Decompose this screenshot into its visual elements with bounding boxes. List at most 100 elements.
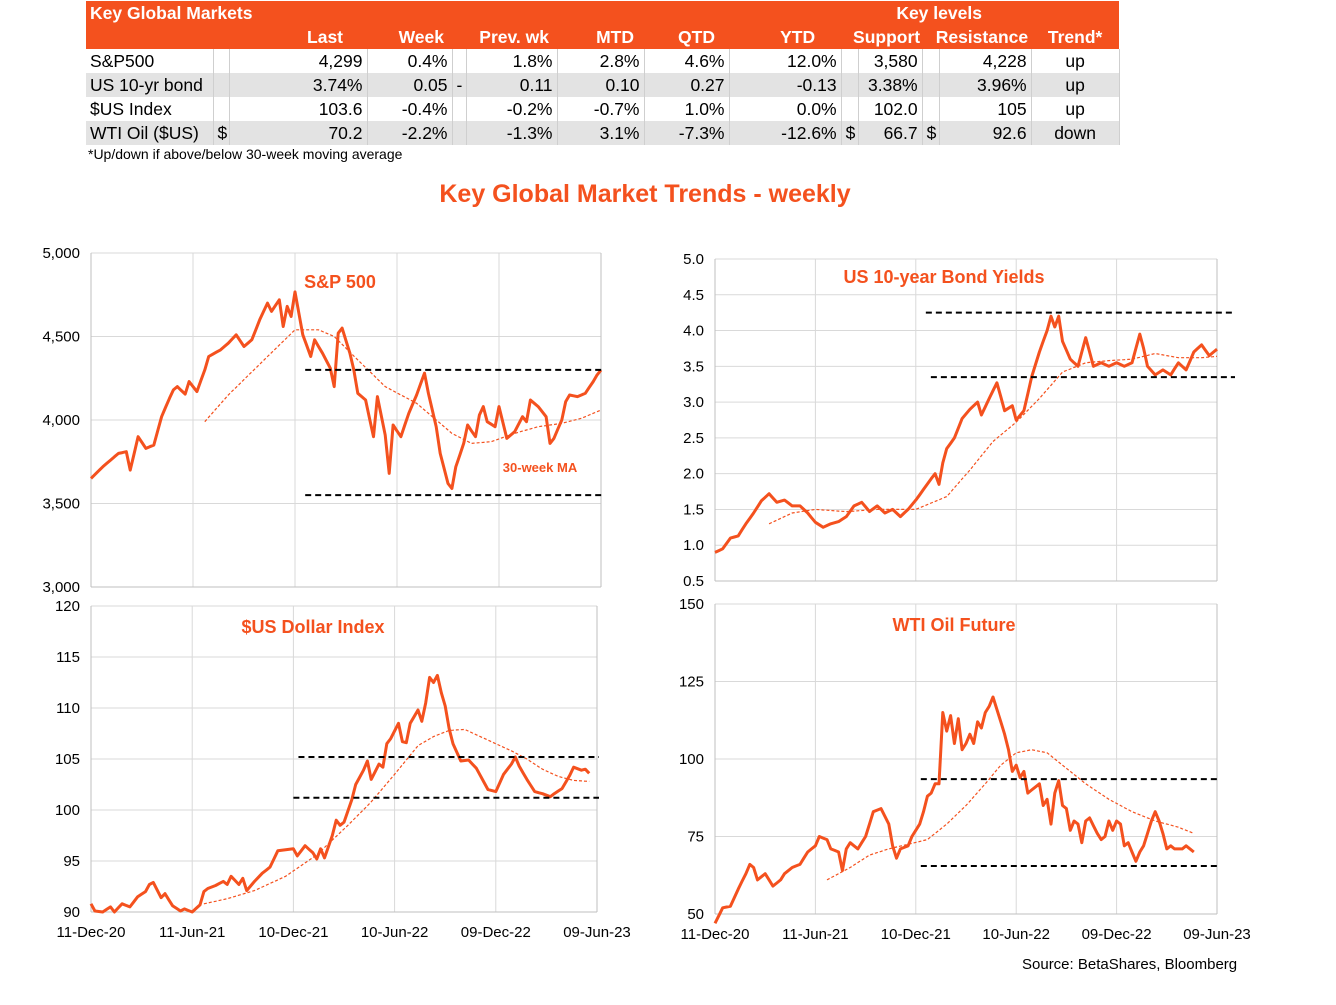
- row-resistance: 105: [939, 97, 1032, 121]
- y-tick-label: 4,500: [42, 329, 80, 346]
- wti-oil-chart: 50 75 100 125 150 11-Dec-20 11-Jun-21 10-Dec-21…: [679, 596, 1251, 943]
- row-qtd: 4.6%: [644, 49, 730, 73]
- row-support-prefix: $: [841, 121, 859, 145]
- x-tick-label: 10-Dec-21: [881, 926, 951, 943]
- chart-title: S&P 500: [304, 272, 376, 292]
- table-row: US 10-yr bond 3.74% 0.05 - 0.11 0.10 0.2…: [86, 73, 1120, 97]
- table-footnote: *Up/down if above/below 30-week moving a…: [88, 146, 403, 162]
- x-tick-label: 09-Jun-23: [1183, 926, 1251, 943]
- row-last: 4,299: [229, 49, 368, 73]
- y-tick-label: 2.5: [683, 430, 704, 447]
- x-tick-label: 11-Jun-21: [782, 926, 848, 943]
- price-line: [713, 695, 1195, 924]
- row-name: WTI Oil ($US): [86, 121, 214, 145]
- y-tick-label: 90: [63, 904, 80, 921]
- row-prev-prefix: [452, 121, 467, 145]
- row-trend: down: [1031, 121, 1120, 145]
- row-last-prefix: [213, 49, 230, 73]
- row-support: 66.7: [858, 121, 923, 145]
- row-resistance-prefix: [922, 49, 940, 73]
- row-resistance-prefix: $: [922, 121, 940, 145]
- row-name: US 10-yr bond: [86, 73, 214, 97]
- row-support-prefix: [841, 49, 859, 73]
- row-support-prefix: [841, 97, 859, 121]
- y-tick-label: 0.5: [683, 573, 704, 590]
- x-tick-label: 11-Jun-21: [159, 924, 225, 941]
- table-header-row-1: Key Global Markets Key levels: [86, 1, 1120, 25]
- row-support-prefix: [841, 73, 859, 97]
- chart-title: WTI Oil Future: [893, 615, 1016, 635]
- y-tick-label: 1.5: [683, 501, 704, 518]
- row-trend: up: [1031, 97, 1120, 121]
- row-resistance: 3.96%: [939, 73, 1032, 97]
- row-last-prefix: [213, 73, 230, 97]
- row-trend: up: [1031, 49, 1120, 73]
- row-name: $US Index: [86, 97, 214, 121]
- row-qtd: -7.3%: [644, 121, 730, 145]
- y-tick-label: 110: [56, 700, 80, 717]
- y-tick-label: 4,000: [42, 412, 80, 429]
- y-tick-label: 150: [679, 596, 704, 613]
- y-tick-label: 4.0: [683, 323, 704, 340]
- table-row: $US Index 103.6 -0.4% -0.2% -0.7% 1.0% 0…: [86, 97, 1120, 121]
- row-support: 3.38%: [858, 73, 923, 97]
- y-tick-label: 125: [679, 674, 704, 691]
- row-prev-prefix: [452, 97, 467, 121]
- x-tick-label: 09-Jun-23: [563, 924, 631, 941]
- row-mtd: 0.10: [557, 73, 645, 97]
- table-header-row-2: Last Week Prev. wk MTD QTD YTD Support R…: [86, 25, 1120, 49]
- row-qtd: 1.0%: [644, 97, 730, 121]
- row-last: 103.6: [229, 97, 368, 121]
- row-resistance: 4,228: [939, 49, 1032, 73]
- header-prev-wk: Prev. wk: [452, 25, 557, 49]
- header-trend: Trend*: [1031, 25, 1120, 49]
- x-tick-label: 11-Dec-20: [57, 924, 126, 941]
- usd-index-chart: 90 95 100 105 110 115 120 11-Dec-20 11-Jun-21 10-…: [55, 598, 631, 941]
- row-mtd: 3.1%: [557, 121, 645, 145]
- row-name: S&P500: [86, 49, 214, 73]
- main-title: Key Global Market Trends - weekly: [439, 180, 851, 208]
- row-resistance-prefix: [922, 97, 940, 121]
- x-tick-label: 09-Dec-22: [461, 924, 531, 941]
- x-tick-label: 10-Jun-22: [361, 924, 429, 941]
- header-blank: [1031, 1, 1120, 25]
- key-levels-label: Key levels: [841, 1, 1032, 25]
- y-tick-label: 4.5: [683, 287, 704, 304]
- y-tick-label: 105: [55, 751, 80, 768]
- source-note: Source: BetaShares, Bloomberg: [1022, 956, 1238, 973]
- row-last: 3.74%: [229, 73, 368, 97]
- y-tick-label: 3,500: [42, 496, 80, 513]
- row-resistance: 92.6: [939, 121, 1032, 145]
- y-tick-label: 100: [679, 751, 704, 768]
- y-tick-label: 120: [55, 598, 80, 615]
- row-mtd: -0.7%: [557, 97, 645, 121]
- header-mtd: MTD: [557, 25, 644, 49]
- y-tick-label: 5.0: [683, 251, 704, 268]
- header-qtd: QTD: [644, 25, 729, 49]
- key-markets-table-block: Key Global Markets Key levels Last Week …: [86, 1, 1120, 162]
- header-week: Week: [367, 25, 452, 49]
- moving-average-line: [203, 728, 590, 905]
- price-line: [714, 314, 1218, 554]
- row-prev: -0.2%: [466, 97, 558, 121]
- sp500-chart: 3,000 3,500 4,000 4,500 5,000 S&P 500 30-week …: [42, 245, 604, 596]
- header-resistance: Resistance: [922, 25, 1032, 49]
- x-tick-label: 11-Dec-20: [681, 926, 750, 943]
- table-row: S&P500 4,299 0.4% 1.8% 2.8% 4.6% 12.0% 3…: [86, 49, 1120, 73]
- row-ytd: 0.0%: [729, 97, 842, 121]
- row-last: 70.2: [229, 121, 368, 145]
- row-ytd: 12.0%: [729, 49, 842, 73]
- row-week: 0.4%: [367, 49, 453, 73]
- row-mtd: 2.8%: [557, 49, 645, 73]
- y-tick-label: 3.0: [683, 394, 704, 411]
- row-week: -2.2%: [367, 121, 453, 145]
- key-markets-table: Key Global Markets Key levels Last Week …: [86, 1, 1120, 145]
- header-ytd: YTD: [729, 25, 842, 49]
- ma-annotation: 30-week MA: [503, 460, 578, 475]
- y-tick-label: 95: [63, 853, 80, 870]
- x-tick-label: 10-Jun-22: [982, 926, 1050, 943]
- y-tick-label: 75: [687, 829, 704, 846]
- price-line: [89, 673, 591, 914]
- row-ytd: -0.13: [729, 73, 842, 97]
- y-tick-label: 3,000: [42, 579, 80, 596]
